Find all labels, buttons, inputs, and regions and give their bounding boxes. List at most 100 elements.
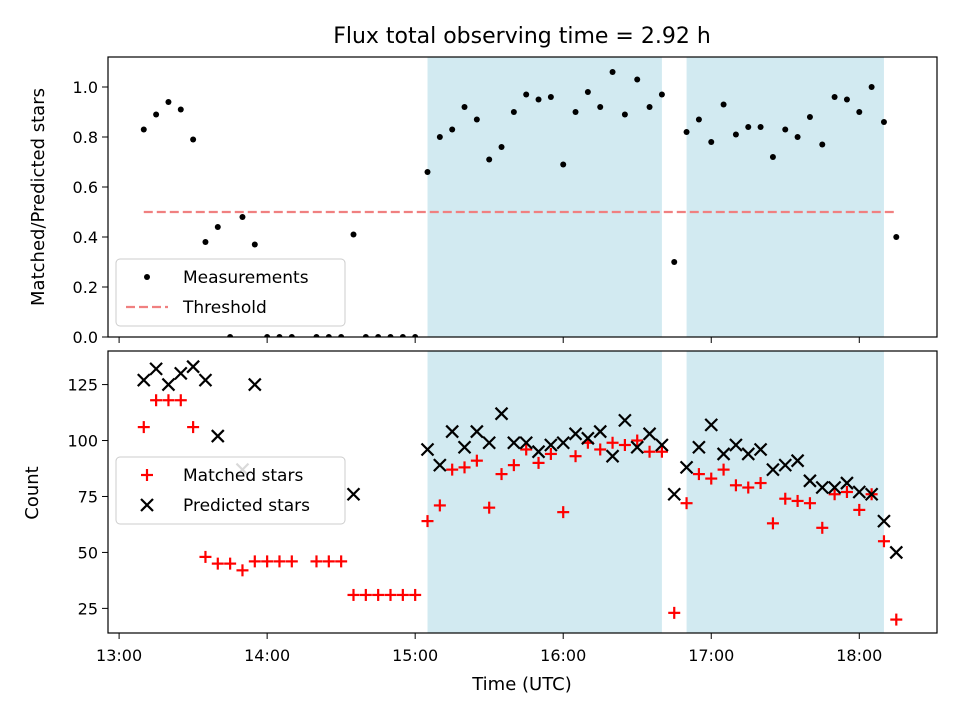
cross-stroke-b: [729, 438, 743, 452]
cross-stroke-b: [852, 485, 867, 499]
data-point: [520, 443, 533, 456]
y-axis-label-count: Count: [22, 466, 43, 519]
data-point: [655, 438, 669, 452]
data-point: [153, 111, 160, 118]
cross-stroke-b: [186, 359, 200, 374]
data-point: [877, 514, 891, 528]
data-point: [445, 424, 459, 439]
data-point: [174, 394, 187, 407]
shaded-interval-2: [686, 57, 884, 337]
data-point: [346, 487, 361, 502]
data-point: [227, 334, 234, 337]
data-point: [199, 550, 212, 563]
data-point: [806, 114, 813, 120]
data-point: [790, 453, 805, 468]
ratio-panel: 0.0 0.2 0.4 0.6 0.8 1.0 Measurements Threshold: [73, 56, 938, 347]
data-point: [544, 438, 558, 452]
cross-stroke-b: [840, 476, 854, 490]
data-point: [569, 450, 582, 463]
cross-stroke-b: [531, 444, 546, 459]
data-point: [568, 427, 583, 441]
data-point: [720, 101, 727, 108]
data-point: [815, 480, 830, 495]
data-point: [186, 359, 200, 374]
cross-stroke-b: [494, 406, 509, 421]
data-points: [136, 359, 904, 626]
data-point: [609, 69, 616, 75]
data-point: [211, 557, 224, 570]
data-point: [396, 588, 409, 601]
data-point: [828, 488, 841, 501]
legend-swatch: [140, 498, 154, 512]
data-point: [840, 486, 853, 498]
data-point: [137, 421, 150, 434]
data-point: [868, 84, 875, 90]
data-point: [831, 94, 838, 100]
cross-stroke-b: [803, 474, 817, 488]
cross-stroke-b: [827, 480, 842, 495]
data-point: [236, 564, 249, 577]
cross-stroke-b: [679, 460, 694, 475]
data-point: [162, 394, 175, 407]
series-measurements: [140, 69, 900, 337]
data-point: [695, 116, 702, 123]
data-point: [704, 418, 719, 432]
data-point: [433, 499, 446, 512]
data-point: [671, 259, 678, 265]
legend-swatch: [144, 274, 150, 280]
y-tick-label: 25: [78, 599, 98, 618]
data-point: [150, 394, 163, 407]
data-point: [877, 535, 890, 548]
data-point: [421, 515, 434, 528]
data-point: [224, 557, 237, 570]
chart-title: Flux total observing time = 2.92 h: [333, 24, 711, 49]
data-point: [458, 461, 471, 474]
data-point: [593, 424, 607, 439]
cross-stroke-b: [161, 377, 176, 392]
data-point: [412, 334, 419, 337]
y-tick-label: 0.6: [73, 178, 98, 197]
data-point: [791, 494, 804, 507]
data-point: [803, 474, 817, 488]
data-point: [544, 447, 557, 460]
data-point: [560, 161, 567, 168]
cross-stroke-b: [211, 429, 225, 443]
cross-stroke-b: [581, 431, 595, 446]
data-point: [547, 94, 554, 100]
data-point: [840, 476, 854, 490]
data-point: [446, 463, 459, 476]
data-point: [794, 134, 801, 140]
data-point: [769, 154, 776, 160]
data-point: [433, 458, 447, 472]
data-point: [597, 104, 604, 110]
data-point: [174, 366, 188, 381]
data-point: [779, 492, 792, 505]
data-point: [668, 606, 681, 619]
data-point: [880, 119, 887, 125]
data-point: [683, 129, 690, 135]
legend-count: Matched stars Predicted stars: [115, 456, 346, 525]
cross-stroke-b: [507, 435, 521, 450]
data-point: [483, 501, 496, 514]
x-tick-label: 15:00: [392, 646, 438, 665]
data-point: [347, 588, 360, 601]
data-point: [482, 435, 496, 450]
legend-ratio: Measurements Threshold: [115, 258, 346, 327]
cross-stroke-b: [346, 487, 361, 502]
x-tick-label: 17:00: [688, 646, 734, 665]
cross-stroke-b: [790, 453, 805, 468]
x-tick-label: 16:00: [540, 646, 586, 665]
data-point: [523, 91, 530, 98]
data-point: [757, 124, 764, 130]
cross-stroke-b: [864, 487, 879, 502]
data-point: [470, 454, 483, 467]
data-point: [535, 96, 542, 103]
data-point: [322, 555, 335, 568]
data-point: [136, 373, 151, 387]
x-tick-label: 14:00: [244, 646, 290, 665]
data-point: [716, 447, 731, 461]
data-point: [782, 126, 789, 133]
shaded-interval-1: [427, 351, 662, 633]
data-point: [449, 126, 456, 133]
